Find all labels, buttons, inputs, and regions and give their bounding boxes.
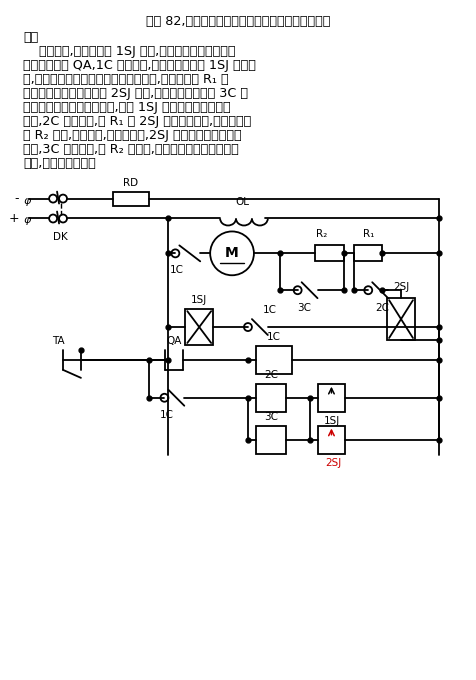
Text: R₁: R₁: [363, 229, 374, 239]
Text: 2SJ: 2SJ: [325, 458, 342, 468]
Text: 产生的压降使时间继电器 2SJ 动作,其常闭触点立刻使 3C 线: 产生的压降使时间继电器 2SJ 动作,其常闭触点立刻使 3C 线: [23, 87, 248, 100]
Text: 2SJ: 2SJ: [393, 282, 409, 292]
Bar: [256, 426, 286, 454]
Text: RD: RD: [123, 177, 138, 188]
Text: 3C: 3C: [298, 303, 312, 313]
Text: 2C: 2C: [264, 370, 278, 380]
Text: 入 R₂ 部分,速度提高,又经延时后,2SJ 延时闭合的常闭触点: 入 R₂ 部分,速度提高,又经延时后,2SJ 延时闭合的常闭触点: [23, 129, 242, 142]
Bar: [256, 384, 286, 411]
Text: 按下起动按钮 QA,1C 获电动作,其常闭触点断开 1SJ 线圈电: 按下起动按钮 QA,1C 获电动作,其常闭触点断开 1SJ 线圈电: [23, 59, 256, 72]
Text: M: M: [225, 246, 239, 260]
Bar: [317, 384, 346, 411]
Text: 1C: 1C: [170, 265, 184, 275]
Text: -: -: [15, 192, 20, 205]
Bar: [113, 192, 149, 205]
Text: TA: TA: [52, 336, 64, 346]
Text: 1SJ: 1SJ: [323, 415, 339, 426]
Text: 1C: 1C: [263, 305, 277, 315]
Text: 工作,起动过程结束。: 工作,起动过程结束。: [23, 157, 96, 170]
Bar: [354, 245, 382, 261]
Text: 闭合,3C 获电动作,把 R₂ 也短接,电动机电枢在额定电压下: 闭合,3C 获电动作,把 R₂ 也短接,电动机电枢在额定电压下: [23, 143, 239, 156]
Text: 圈电路断开。这样经延时后,首先 1SJ 延时闭合的常闭触点: 圈电路断开。这样经延时后,首先 1SJ 延时闭合的常闭触点: [23, 101, 231, 114]
Text: 3C: 3C: [264, 411, 278, 422]
Text: 闭合,2C 获电动作,把 R₁ 及 2SJ 线圈回路短接,电动机只串: 闭合,2C 获电动作,把 R₁ 及 2SJ 线圈回路短接,电动机只串: [23, 115, 251, 128]
Text: 1SJ: 1SJ: [191, 295, 208, 305]
Text: R₂: R₂: [316, 229, 327, 239]
Text: 如图 82,是一种直流电动机使用变阻器起动的控制线: 如图 82,是一种直流电动机使用变阻器起动的控制线: [146, 16, 330, 29]
Text: φ: φ: [23, 216, 30, 226]
Text: 接通电源,时间继电器 1SJ 动作,其常闭触点立刻断开。: 接通电源,时间继电器 1SJ 动作,其常闭触点立刻断开。: [23, 45, 236, 58]
Text: φ: φ: [23, 196, 30, 205]
Bar: [317, 426, 346, 454]
Text: 路。: 路。: [23, 31, 39, 44]
Text: 1C: 1C: [267, 332, 281, 342]
Bar: [256, 346, 292, 374]
Text: 路,电机电枢回路串入全部起动电阻起动,电枢电流在 R₁ 上: 路,电机电枢回路串入全部起动电阻起动,电枢电流在 R₁ 上: [23, 73, 229, 86]
Text: 1C: 1C: [159, 410, 173, 420]
Text: +: +: [9, 212, 20, 225]
Text: 2C: 2C: [375, 303, 389, 313]
Bar: [315, 245, 344, 261]
Text: DK: DK: [53, 233, 68, 243]
Bar: [185, 309, 213, 345]
Text: OL: OL: [236, 197, 249, 207]
Bar: [387, 298, 415, 340]
Text: QA: QA: [167, 336, 182, 346]
